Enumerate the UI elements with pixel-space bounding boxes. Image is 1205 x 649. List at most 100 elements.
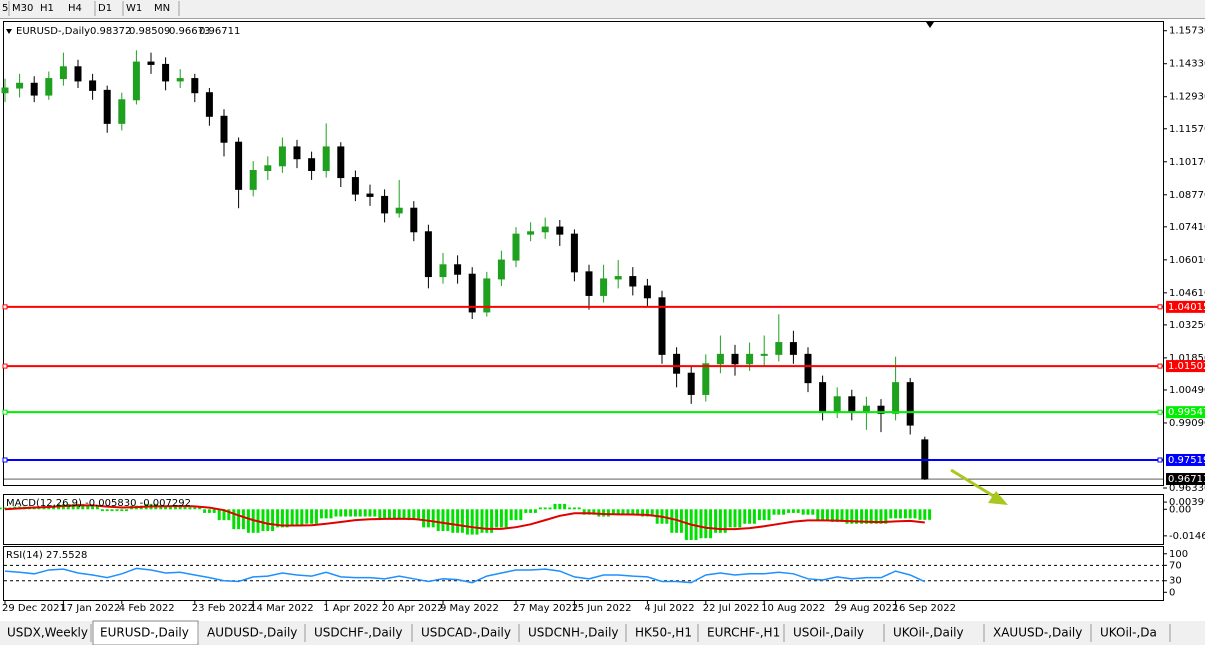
macd-bar <box>217 509 221 521</box>
macd-bar <box>485 509 489 533</box>
timeframe-button[interactable]: M30 <box>12 3 33 14</box>
macd-bar <box>621 509 625 515</box>
macd-bar <box>227 509 231 521</box>
level-handle <box>2 457 8 463</box>
macd-bar <box>665 509 669 524</box>
macd-bar <box>645 509 649 517</box>
macd-bar <box>563 503 567 510</box>
macd-bar <box>733 509 737 528</box>
tab[interactable]: UKOil-,Da <box>1100 626 1157 640</box>
candle-body <box>527 231 535 235</box>
tab[interactable]: USOil-,Daily <box>793 626 864 640</box>
macd-bar <box>402 509 406 519</box>
level-label-bg <box>1166 453 1205 466</box>
timeframe-buttons: 5 M30 H1 H4 D1 W1 MN <box>2 1 180 16</box>
tab[interactable]: EURCHF-,H1 <box>707 626 780 640</box>
tab[interactable]: HK50-,H1 <box>635 626 692 640</box>
candle-body <box>512 233 520 261</box>
y-tick-label: 1.07410 <box>1169 222 1205 233</box>
tab[interactable]: UKOil-,Daily <box>893 626 964 640</box>
timeframe-button[interactable]: MN <box>154 3 170 14</box>
candle-body <box>30 82 38 96</box>
macd-bar <box>241 509 245 530</box>
macd-bar <box>675 509 679 533</box>
macd-bar <box>451 509 455 533</box>
header-icon <box>6 29 12 34</box>
macd-bar <box>319 509 323 519</box>
candle-body <box>760 353 768 356</box>
macd-bar <box>787 509 791 513</box>
tab[interactable]: EURUSD-,Daily <box>100 626 189 640</box>
tab[interactable]: AUDUSD-,Daily <box>207 626 297 640</box>
macd-bar <box>353 509 357 517</box>
candle-body <box>235 141 243 190</box>
macd-bar <box>801 509 805 515</box>
candle-body <box>804 353 812 384</box>
macd-bar <box>426 509 430 528</box>
candle-body <box>483 278 491 313</box>
macd-bar <box>874 509 878 524</box>
macd-bar <box>295 509 299 526</box>
macd-bar <box>767 509 771 521</box>
macd-bar <box>349 509 353 517</box>
tab[interactable]: USDCAD-,Daily <box>421 626 511 640</box>
macd-panel <box>3 494 1164 545</box>
rsi-tick-label: 100 <box>1169 549 1188 560</box>
level-label-bg <box>1166 300 1205 313</box>
timeframe-button[interactable]: D1 <box>98 3 112 14</box>
candle-body <box>220 115 228 143</box>
x-tick-label: 22 Jul 2022 <box>703 603 760 614</box>
tab[interactable]: USDCNH-,Daily <box>528 626 619 640</box>
macd-bar <box>81 503 85 510</box>
candle-body <box>366 193 374 197</box>
candle-body <box>249 170 257 190</box>
macd-bar <box>709 509 713 539</box>
macd-bar <box>699 509 703 539</box>
macd-bar <box>533 509 537 513</box>
macd-bar <box>383 509 387 519</box>
tab[interactable]: USDX,Weekly <box>7 626 88 640</box>
macd-bar <box>884 509 888 524</box>
macd-bar <box>636 509 640 515</box>
candle-body <box>819 382 827 412</box>
macd-bar <box>855 509 859 524</box>
macd-bar <box>850 509 854 524</box>
macd-bar <box>825 509 829 521</box>
macd-bar <box>762 509 766 521</box>
shift-marker <box>926 22 934 28</box>
macd-bar <box>465 509 469 535</box>
x-tick-label: 4 Feb 2022 <box>119 603 175 614</box>
macd-bar <box>407 509 411 521</box>
x-tick-label: 29 Dec 2021 <box>2 603 66 614</box>
tab[interactable]: USDCHF-,Daily <box>314 626 402 640</box>
macd-bar <box>524 509 528 513</box>
candle-body <box>746 353 754 365</box>
timeframe-button[interactable]: H1 <box>40 3 54 14</box>
x-tick-label: 4 Jul 2022 <box>644 603 694 614</box>
macd-tick-label: -0.01469 <box>1169 531 1205 542</box>
level-handle <box>2 409 8 415</box>
macd-bar <box>821 509 825 521</box>
macd-bar <box>791 509 795 513</box>
candle-body <box>497 259 505 280</box>
macd-bar <box>816 509 820 521</box>
x-tick-label: 10 Aug 2022 <box>761 603 825 614</box>
tab[interactable]: XAUUSD-,Daily <box>993 626 1082 640</box>
timeframe-button[interactable]: 5 <box>2 3 8 14</box>
rsi-tick-label: 0 <box>1169 587 1175 598</box>
level-label: 1.04015 <box>1168 302 1205 313</box>
macd-bar <box>71 503 75 510</box>
macd-bar <box>198 507 202 510</box>
open: 0.98372 <box>90 26 131 37</box>
timeframe-button[interactable]: W1 <box>126 3 142 14</box>
macd-bar <box>358 509 362 517</box>
candle-body <box>395 207 403 214</box>
candle-body <box>585 271 593 296</box>
candle-body <box>454 264 462 275</box>
candle-body <box>892 382 900 414</box>
macd-bar <box>100 509 104 512</box>
level-label-bg <box>1166 360 1205 373</box>
timeframe-button[interactable]: H4 <box>68 3 82 14</box>
macd-bar <box>392 509 396 519</box>
